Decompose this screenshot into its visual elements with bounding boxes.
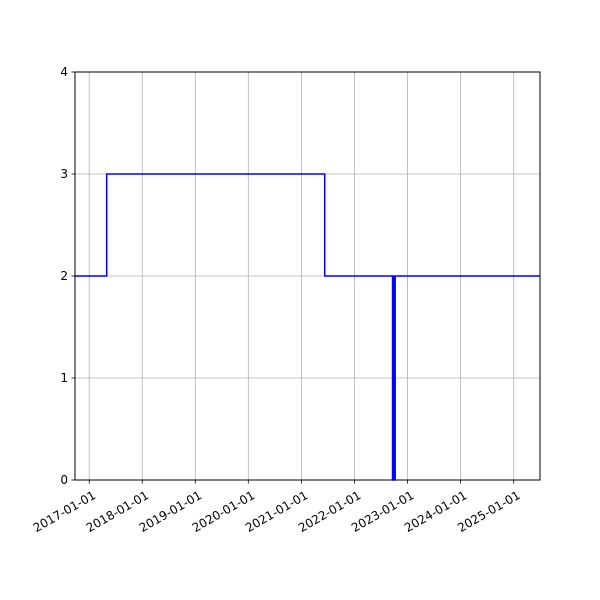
series-line-0 xyxy=(75,173,540,481)
y-tick-label: 3 xyxy=(60,167,68,181)
x-axis: 2017-01-012018-01-012019-01-012020-01-01… xyxy=(31,480,523,535)
series-layer xyxy=(75,173,540,481)
y-tick-label: 4 xyxy=(60,65,68,79)
y-tick-label: 0 xyxy=(60,473,68,487)
y-axis: 0 1 2 3 4 xyxy=(60,65,75,487)
y-tick-label: 2 xyxy=(60,269,68,283)
y-tick-label: 1 xyxy=(60,371,68,385)
